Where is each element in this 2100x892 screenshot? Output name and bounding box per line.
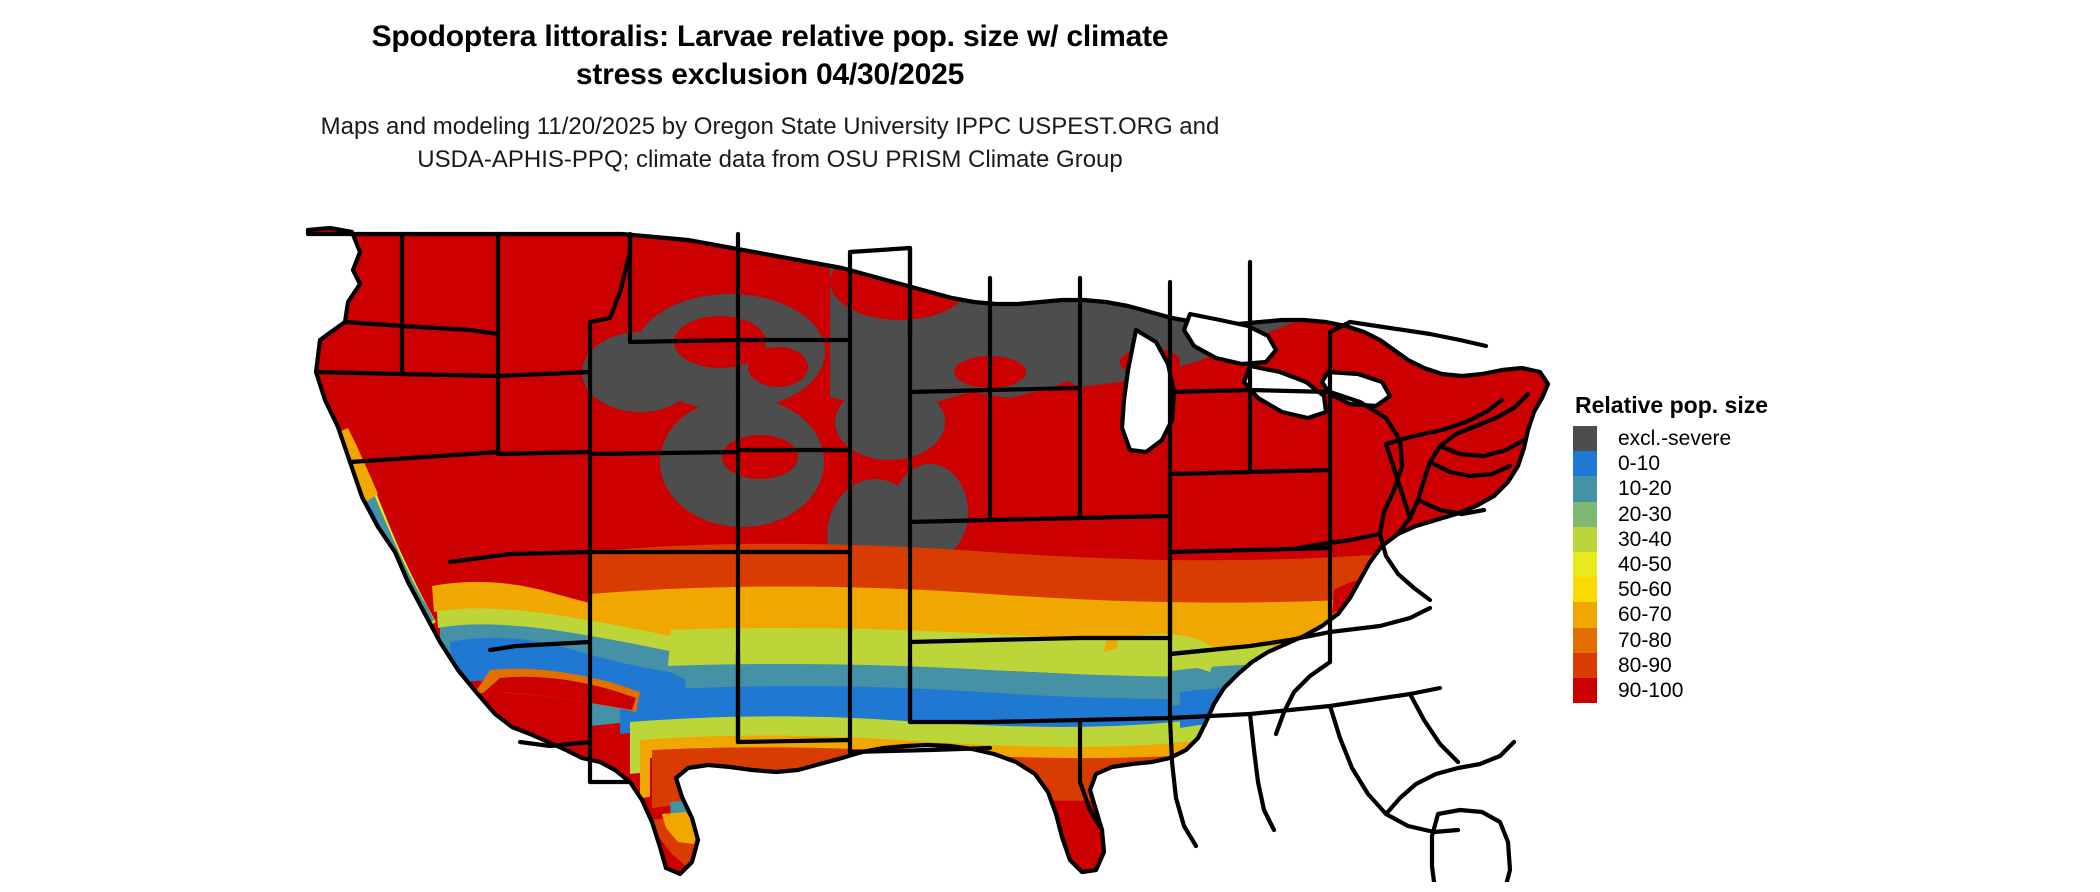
- legend-item: 30-40: [1573, 526, 1903, 552]
- map-svg: [305, 225, 1550, 882]
- legend-item: 60-70: [1573, 602, 1903, 628]
- legend-item: 90-100: [1573, 677, 1903, 704]
- legend-color-swatch: [1573, 652, 1597, 678]
- legend-color-swatch: [1573, 551, 1597, 578]
- legend-item-label: 40-50: [1618, 552, 1672, 576]
- legend-item: 80-90: [1573, 652, 1903, 678]
- legend-item-list: excl.-severe 0-10 10-20 20-30 30-40 40-50 50-6…: [1573, 426, 1903, 704]
- page-subtitle-line1: Maps and modeling 11/20/2025 by Oregon S…: [320, 113, 1220, 140]
- legend-color-swatch: [1573, 451, 1597, 477]
- legend-color-swatch: [1573, 526, 1597, 552]
- legend-color-swatch: [1573, 476, 1597, 502]
- page-title-line2: stress exclusion 04/30/2025: [575, 58, 965, 91]
- legend-item-label: 0-10: [1618, 452, 1661, 476]
- legend-color-swatch: [1573, 577, 1597, 603]
- legend-item-label: 60-70: [1618, 603, 1672, 627]
- legend-item: 40-50: [1573, 551, 1903, 578]
- page-title-line1: Spodoptera littoralis: Larvae relative p…: [371, 20, 1169, 53]
- legend-color-swatch: [1573, 501, 1597, 527]
- legend-item: 10-20: [1573, 476, 1903, 502]
- legend-item-label: 70-80: [1618, 628, 1672, 652]
- legend-item-label: 80-90: [1618, 653, 1672, 677]
- page-subtitle: Maps and modeling 11/20/2025 by Oregon S…: [0, 110, 1540, 176]
- legend-item: 70-80: [1573, 627, 1903, 653]
- legend-item-label: 10-20: [1618, 477, 1672, 501]
- legend-color-swatch: [1573, 627, 1597, 653]
- legend-color-swatch: [1573, 602, 1597, 628]
- page-subtitle-line2: USDA-APHIS-PPQ; climate data from OSU PR…: [417, 146, 1123, 173]
- legend-item-label: 90-100: [1618, 678, 1684, 702]
- state-boundaries: [305, 225, 1550, 882]
- map-legend: Relative pop. size excl.-severe 0-10 10-20…: [1573, 392, 1903, 704]
- page-title: Spodoptera littoralis: Larvae relative p…: [0, 18, 1540, 94]
- legend-item-label: excl.-severe: [1618, 427, 1732, 450]
- legend-item-label: 50-60: [1618, 578, 1672, 602]
- choropleth-map: [290, 222, 1550, 882]
- legend-item: excl.-severe: [1573, 426, 1903, 452]
- legend-item-label: 20-30: [1618, 502, 1672, 526]
- legend-item-label: 30-40: [1618, 527, 1672, 551]
- legend-item: 20-30: [1573, 501, 1903, 527]
- title-block: Spodoptera littoralis: Larvae relative p…: [0, 18, 1540, 176]
- legend-color-swatch: [1573, 426, 1597, 452]
- legend-item: 0-10: [1573, 451, 1903, 477]
- legend-title: Relative pop. size: [1575, 392, 1769, 418]
- legend-color-swatch: [1573, 677, 1597, 704]
- legend-item: 50-60: [1573, 577, 1903, 603]
